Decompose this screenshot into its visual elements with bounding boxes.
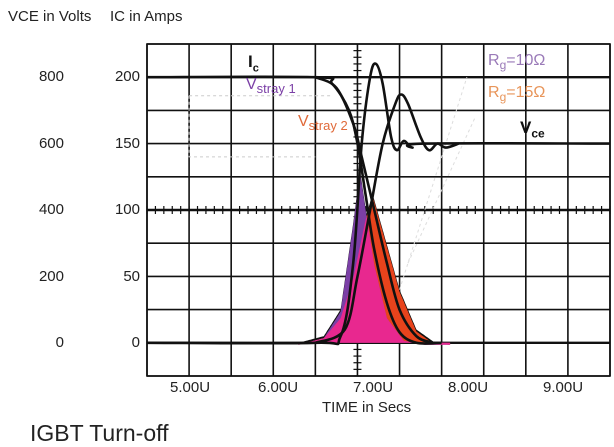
- vce-curve-rg15: [314, 93, 459, 345]
- vce-tick: 0: [55, 334, 64, 351]
- ic-curve-rg10: [146, 75, 442, 345]
- chart-title: IGBT Turn-off: [30, 420, 169, 446]
- vce-tick: 600: [38, 135, 64, 152]
- plot-frame: [146, 43, 611, 377]
- vce-curve-rg10: [146, 62, 611, 346]
- ic-tick: 100: [114, 201, 140, 218]
- rg10-label: Rg=10Ω: [488, 52, 546, 73]
- vce-tick: 800: [38, 68, 64, 85]
- ic-tick: 50: [123, 268, 140, 285]
- x-tick: 6.00U: [258, 379, 299, 396]
- ic-axis-label: IC in Amps: [110, 8, 183, 25]
- power-area-overlap: [298, 217, 451, 345]
- ic-curve-rg15: [314, 75, 434, 345]
- guide-line: [188, 95, 333, 158]
- x-tick: 5.00U: [170, 379, 211, 396]
- x-tick: 9.00U: [543, 379, 584, 396]
- x-tick: 7.00U: [353, 379, 394, 396]
- vstray2-label: Vstray 2: [298, 113, 348, 134]
- vce-tick: 200: [38, 268, 64, 285]
- ic-label: Ic: [248, 52, 259, 75]
- x-tick: 8.00U: [448, 379, 489, 396]
- ic-tick: 200: [114, 68, 140, 85]
- vstray1-label: Vstray 1: [246, 76, 296, 97]
- vce-axis-label: VCE in Volts: [8, 8, 92, 25]
- vce-tick: 400: [38, 201, 64, 218]
- guide-line: [399, 77, 476, 290]
- x-axis-label: TIME in Secs: [322, 399, 412, 416]
- rg15-label: Rg=15Ω: [488, 84, 546, 105]
- vce-label: Vce: [520, 118, 545, 141]
- ic-tick: 150: [114, 135, 140, 152]
- ic-tick: 0: [131, 334, 140, 351]
